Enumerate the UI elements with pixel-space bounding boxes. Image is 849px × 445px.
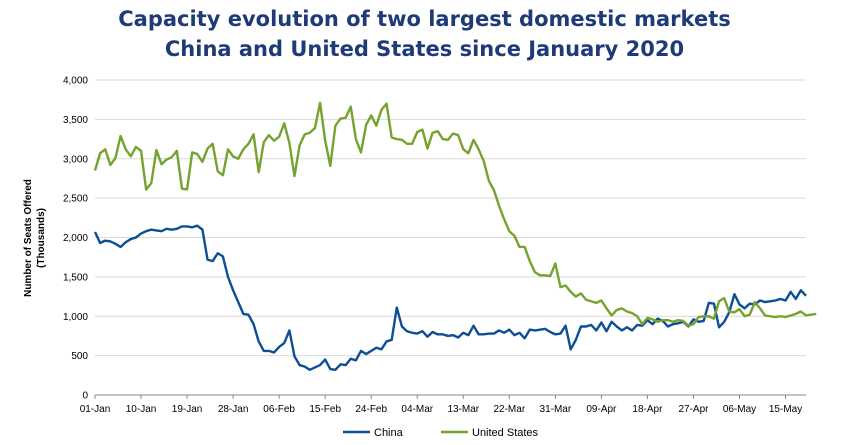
x-tick-label: 15-Feb: [309, 404, 341, 415]
x-tick-label: 31-Mar: [540, 404, 572, 415]
y-tick-label: 500: [71, 351, 88, 362]
x-tick-label: 13-Mar: [447, 404, 479, 415]
chart-title-line-2: China and United States since January 20…: [164, 37, 685, 61]
y-axis-label-line-1: Number of Seats Offered: [23, 179, 34, 297]
x-tick-label: 06-Feb: [263, 404, 295, 415]
x-tick-label: 24-Feb: [355, 404, 387, 415]
x-axis-ticks: 01-Jan 10-Jan 19-Jan 28-Jan 06-Feb 15-Feb 24-F…: [80, 395, 802, 415]
x-tick-label: 18-Apr: [632, 404, 663, 415]
y-tick-label: 2,500: [63, 194, 88, 205]
x-tick-label: 15-May: [769, 404, 802, 415]
y-axis-label-line-2: (Thousands): [36, 208, 47, 268]
gridlines: [95, 79, 806, 357]
x-tick-label: 09-Apr: [586, 404, 617, 415]
x-tick-label: 10-Jan: [126, 404, 157, 415]
legend: China United States: [343, 427, 539, 439]
x-tick-label: 22-Mar: [493, 404, 525, 415]
y-tick-label: 1,000: [63, 312, 88, 323]
x-tick-label: 27-Apr: [678, 404, 709, 415]
x-tick-label: 04-Mar: [401, 404, 433, 415]
series-line-china: [93, 224, 807, 371]
x-tick-label: 06-May: [723, 404, 756, 415]
y-tick-label: 4,000: [63, 76, 88, 87]
legend-label-china: China: [374, 427, 404, 439]
y-tick-label: 2,000: [63, 233, 88, 244]
y-tick-label: 3,500: [63, 115, 88, 126]
x-tick-label: 28-Jan: [218, 404, 249, 415]
y-tick-label: 3,000: [63, 154, 88, 165]
y-tick-label: 0: [82, 391, 88, 402]
legend-label-united-states: United States: [472, 427, 539, 439]
y-tick-label: 1,500: [63, 272, 88, 283]
x-tick-label: 19-Jan: [172, 404, 203, 415]
chart-title-line-1: Capacity evolution of two largest domest…: [118, 7, 731, 31]
x-tick-label: 01-Jan: [80, 404, 111, 415]
series-lines: [93, 101, 817, 371]
series-line-united-states: [93, 101, 817, 327]
y-axis-ticks: 0 500 1,000 1,500 2,000 2,500 3,000 3,500 4,000: [63, 76, 88, 402]
